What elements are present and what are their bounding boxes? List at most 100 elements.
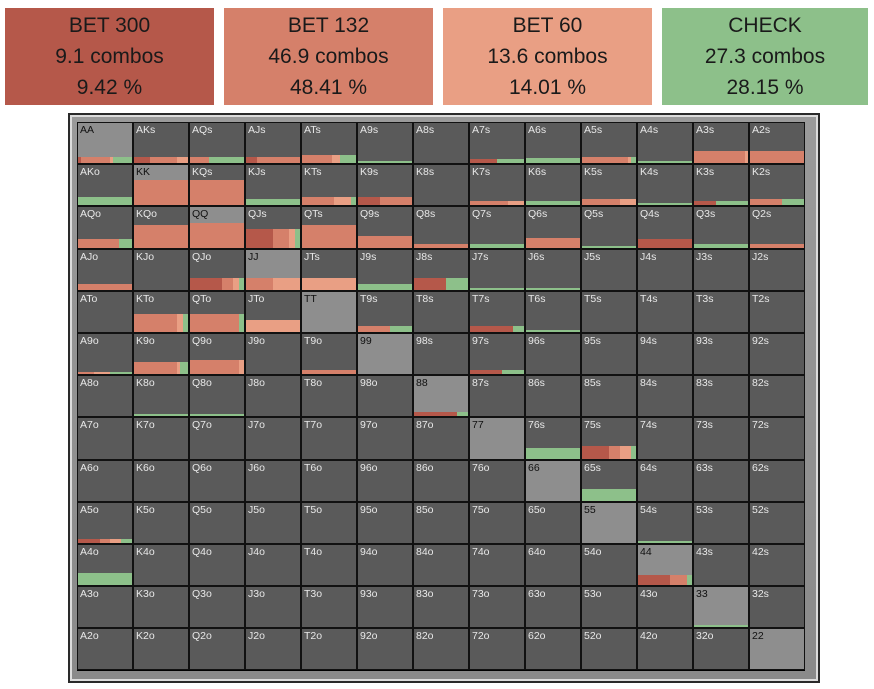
hand-cell[interactable]: 99 <box>357 332 413 376</box>
hand-cell[interactable]: 93s <box>693 332 749 376</box>
hand-cell[interactable]: 75o <box>469 501 525 544</box>
hand-cell[interactable]: 88 <box>413 375 469 418</box>
hand-cell[interactable]: K8s <box>413 164 469 207</box>
hand-cell[interactable]: 74o <box>469 543 525 587</box>
hand-cell[interactable]: 98s <box>413 332 469 376</box>
hand-cell[interactable]: T3o <box>301 586 357 629</box>
hand-cell[interactable]: Q7s <box>469 206 525 249</box>
hand-cell[interactable]: A5s <box>581 122 637 165</box>
hand-cell[interactable]: 94o <box>357 543 413 587</box>
hand-cell[interactable]: AJo <box>77 248 133 291</box>
hand-cell[interactable]: 52s <box>749 501 805 544</box>
hand-cell[interactable]: Q7o <box>189 417 245 460</box>
hand-cell[interactable]: AA <box>77 122 133 165</box>
hand-cell[interactable]: KTo <box>133 290 189 333</box>
hand-cell[interactable]: T5s <box>581 290 637 333</box>
hand-cell[interactable]: T4s <box>637 290 693 333</box>
hand-cell[interactable]: T2o <box>301 628 357 671</box>
hand-cell[interactable]: J7o <box>245 417 301 460</box>
hand-cell[interactable]: A6s <box>525 122 581 165</box>
hand-cell[interactable]: 42s <box>749 543 805 587</box>
hand-cell[interactable]: 53o <box>581 586 637 629</box>
hand-cell[interactable]: 85o <box>413 501 469 544</box>
hand-cell[interactable]: K8o <box>133 375 189 418</box>
hand-cell[interactable]: K5s <box>581 164 637 207</box>
hand-cell[interactable]: Q2o <box>189 628 245 671</box>
hand-cell[interactable]: A7o <box>77 417 133 460</box>
hand-cell[interactable]: K9s <box>357 164 413 207</box>
hand-cell[interactable]: K5o <box>133 501 189 544</box>
hand-cell[interactable]: QQ <box>189 206 245 249</box>
hand-cell[interactable]: T4o <box>301 543 357 587</box>
hand-cell[interactable]: J8o <box>245 375 301 418</box>
hand-cell[interactable]: K7s <box>469 164 525 207</box>
hand-cell[interactable]: K6s <box>525 164 581 207</box>
hand-cell[interactable]: 93o <box>357 586 413 629</box>
hand-cell[interactable]: J2s <box>749 248 805 291</box>
hand-cell[interactable]: 75s <box>581 417 637 460</box>
hand-cell[interactable]: K4o <box>133 543 189 587</box>
hand-cell[interactable]: K6o <box>133 459 189 502</box>
hand-cell[interactable]: KTs <box>301 164 357 207</box>
hand-cell[interactable]: 42o <box>637 628 693 671</box>
hand-cell[interactable]: T7s <box>469 290 525 333</box>
hand-cell[interactable]: 63s <box>693 459 749 502</box>
hand-cell[interactable]: Q8o <box>189 375 245 418</box>
hand-cell[interactable]: 66 <box>525 459 581 502</box>
hand-cell[interactable]: J4o <box>245 543 301 587</box>
hand-cell[interactable]: Q6s <box>525 206 581 249</box>
hand-cell[interactable]: KK <box>133 164 189 207</box>
bet-300-summary-button[interactable]: BET 300 9.1 combos 9.42 % <box>5 8 214 105</box>
hand-cell[interactable]: Q3o <box>189 586 245 629</box>
hand-cell[interactable]: A9o <box>77 332 133 376</box>
hand-cell[interactable]: K3o <box>133 586 189 629</box>
hand-cell[interactable]: 64o <box>525 543 581 587</box>
hand-cell[interactable]: J3s <box>693 248 749 291</box>
hand-cell[interactable]: 32s <box>749 586 805 629</box>
check-summary-button[interactable]: CHECK 27.3 combos 28.15 % <box>662 8 868 105</box>
hand-cell[interactable]: 76o <box>469 459 525 502</box>
hand-cell[interactable]: T5o <box>301 501 357 544</box>
hand-cell[interactable]: A3s <box>693 122 749 165</box>
hand-cell[interactable]: 43o <box>637 586 693 629</box>
hand-cell[interactable]: J7s <box>469 248 525 291</box>
hand-cell[interactable]: QTs <box>301 206 357 249</box>
hand-cell[interactable]: 95o <box>357 501 413 544</box>
hand-cell[interactable]: 95s <box>581 332 637 376</box>
hand-cell[interactable]: 85s <box>581 375 637 418</box>
hand-cell[interactable]: T2s <box>749 290 805 333</box>
hand-cell[interactable]: A3o <box>77 586 133 629</box>
hand-cell[interactable]: 86o <box>413 459 469 502</box>
hand-cell[interactable]: Q9o <box>189 332 245 376</box>
hand-cell[interactable]: J5s <box>581 248 637 291</box>
hand-cell[interactable]: 83o <box>413 586 469 629</box>
hand-cell[interactable]: T7o <box>301 417 357 460</box>
hand-cell[interactable]: A9s <box>357 122 413 165</box>
hand-cell[interactable]: A4s <box>637 122 693 165</box>
hand-cell[interactable]: 65o <box>525 501 581 544</box>
hand-cell[interactable]: 96s <box>525 332 581 376</box>
hand-cell[interactable]: 98o <box>357 375 413 418</box>
hand-cell[interactable]: 72o <box>469 628 525 671</box>
hand-cell[interactable]: T6o <box>301 459 357 502</box>
hand-cell[interactable]: KJs <box>245 164 301 207</box>
hand-cell[interactable]: QTo <box>189 290 245 333</box>
hand-cell[interactable]: A2o <box>77 628 133 671</box>
hand-cell[interactable]: A6o <box>77 459 133 502</box>
hand-cell[interactable]: J9o <box>245 332 301 376</box>
hand-cell[interactable]: AJs <box>245 122 301 165</box>
hand-cell[interactable]: 32o <box>693 628 749 671</box>
hand-cell[interactable]: ATs <box>301 122 357 165</box>
hand-cell[interactable]: AKs <box>133 122 189 165</box>
hand-cell[interactable]: 63o <box>525 586 581 629</box>
hand-cell[interactable]: J4s <box>637 248 693 291</box>
hand-cell[interactable]: Q9s <box>357 206 413 249</box>
hand-cell[interactable]: 64s <box>637 459 693 502</box>
hand-cell[interactable]: 84o <box>413 543 469 587</box>
hand-cell[interactable]: 83s <box>693 375 749 418</box>
hand-cell[interactable]: J5o <box>245 501 301 544</box>
hand-cell[interactable]: Q5o <box>189 501 245 544</box>
hand-cell[interactable]: 74s <box>637 417 693 460</box>
hand-cell[interactable]: 54o <box>581 543 637 587</box>
hand-cell[interactable]: KQo <box>133 206 189 249</box>
